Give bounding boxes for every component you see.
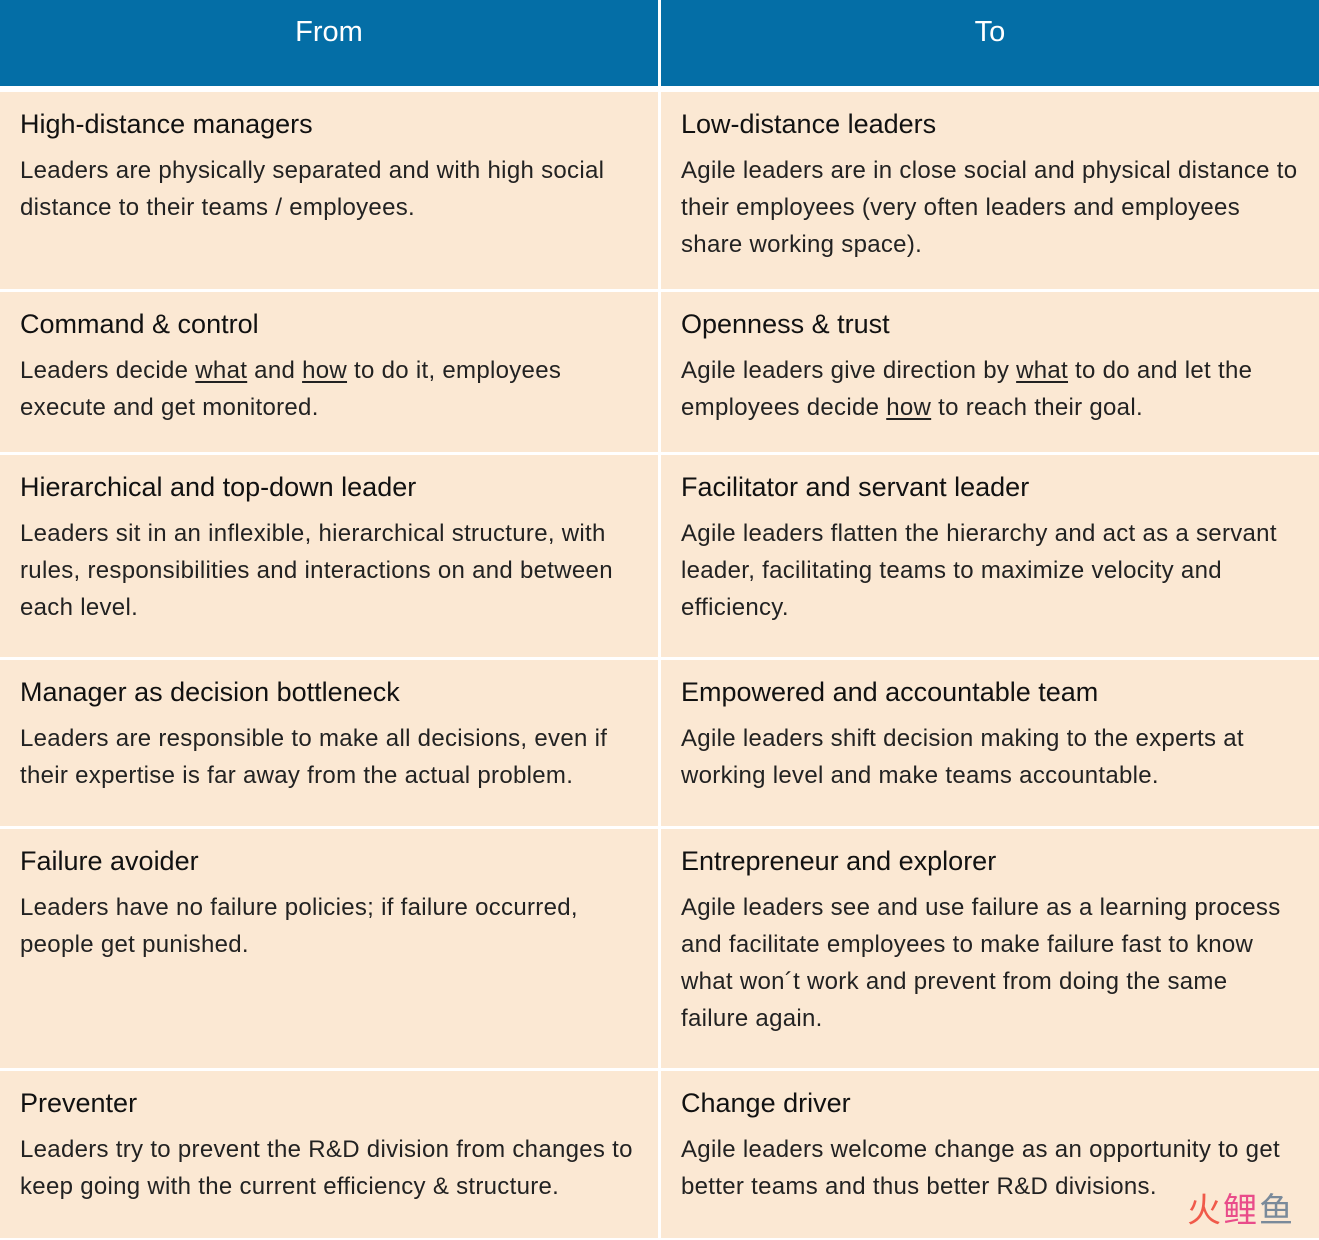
underlined-word: what [1016, 357, 1069, 384]
to-cell: Empowered and accountable team Agile lea… [661, 660, 1319, 826]
to-cell: Entrepreneur and explorer Agile leaders … [661, 829, 1319, 1068]
from-description: Leaders decide what and how to do it, em… [20, 352, 640, 426]
desc-text: to reach their goal. [931, 394, 1143, 421]
underlined-word: how [886, 394, 932, 421]
from-description: Leaders are physically separated and wit… [20, 157, 605, 221]
from-cell: High-distance managers Leaders are physi… [0, 92, 658, 289]
from-cell: Preventer Leaders try to prevent the R&D… [0, 1071, 658, 1238]
to-title: Openness & trust [681, 309, 890, 339]
desc-text: to do and let the employees decide [681, 357, 1253, 421]
from-title: Manager as decision bottleneck [20, 677, 400, 707]
watermark-logo: 火鲤鱼 [1187, 1191, 1295, 1231]
from-cell: Failure avoider Leaders have no failure … [0, 829, 658, 1068]
header-to: To [661, 0, 1319, 86]
desc-text: to do it, employees execute and get moni… [20, 357, 562, 421]
to-title: Change driver [681, 1088, 851, 1118]
header-divider [0, 86, 1319, 92]
from-title: Failure avoider [20, 846, 199, 876]
to-description: Agile leaders welcome change as an oppor… [681, 1136, 1280, 1200]
to-description: Agile leaders are in close social and ph… [681, 157, 1298, 258]
to-description: Agile leaders give direction by what to … [681, 352, 1301, 426]
to-title: Low-distance leaders [681, 109, 937, 139]
from-cell: Manager as decision bottleneck Leaders a… [0, 660, 658, 826]
from-title: High-distance managers [20, 109, 313, 139]
from-description: Leaders sit in an inflexible, hierarchic… [20, 520, 613, 621]
to-title: Empowered and accountable team [681, 677, 1099, 707]
from-cell: Command & control Leaders decide what an… [0, 292, 658, 452]
to-title: Facilitator and servant leader [681, 472, 1030, 502]
from-description: Leaders are responsible to make all deci… [20, 725, 608, 789]
to-title: Entrepreneur and explorer [681, 846, 997, 876]
from-title: Preventer [20, 1088, 138, 1118]
underlined-word: what [195, 357, 248, 384]
to-description: Agile leaders see and use failure as a l… [681, 894, 1281, 1032]
underlined-word: how [302, 357, 348, 384]
from-description: Leaders try to prevent the R&D division … [20, 1136, 633, 1200]
to-description: Agile leaders flatten the hierarchy and … [681, 520, 1277, 621]
from-title: Command & control [20, 309, 259, 339]
from-title: Hierarchical and top-down leader [20, 472, 417, 502]
from-description: Leaders have no failure policies; if fai… [20, 894, 578, 958]
to-cell: Openness & trust Agile leaders give dire… [661, 292, 1319, 452]
desc-text: Agile leaders give direction by [681, 357, 1017, 384]
to-cell: Low-distance leaders Agile leaders are i… [661, 92, 1319, 289]
desc-text: and [247, 357, 303, 384]
desc-text: Leaders decide [20, 357, 196, 384]
to-cell: Change driver Agile leaders welcome chan… [661, 1071, 1319, 1238]
from-cell: Hierarchical and top-down leader Leaders… [0, 455, 658, 657]
to-cell: Facilitator and servant leader Agile lea… [661, 455, 1319, 657]
to-description: Agile leaders shift decision making to t… [681, 725, 1244, 789]
header-from: From [0, 0, 658, 86]
